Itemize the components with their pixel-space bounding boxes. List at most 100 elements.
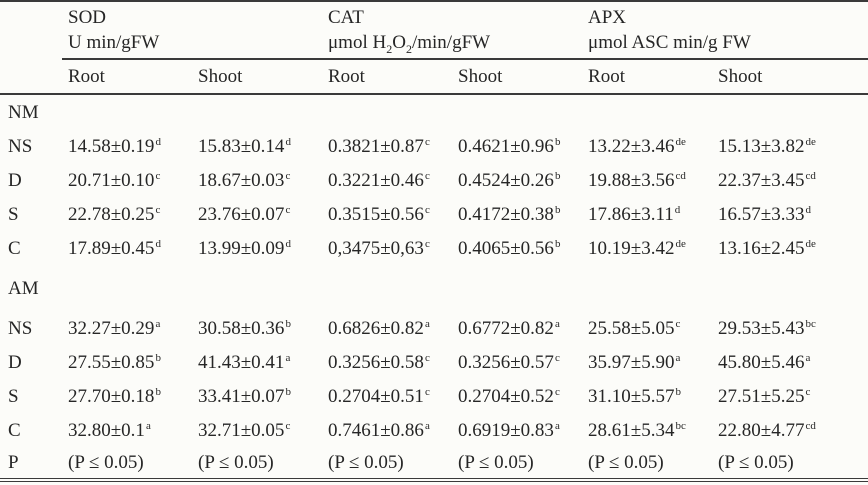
data-cell: 22.78±0.25c xyxy=(62,198,192,232)
section-row-am: AM xyxy=(0,266,868,312)
data-cell: 32.71±0.05c xyxy=(192,414,322,448)
data-cell: 0.3515±0.56c xyxy=(322,198,452,232)
cell-value: 13.16±2.45 xyxy=(718,238,805,259)
cell-value: 31.10±5.57 xyxy=(588,386,675,407)
group-name: SOD xyxy=(68,7,107,29)
significance-letter: c xyxy=(155,169,161,182)
row-label: D xyxy=(8,170,22,191)
data-cell: (P ≤ 0.05) xyxy=(192,448,322,478)
cell-value: 0,3475±0,63 xyxy=(328,238,424,259)
significance-letter: c xyxy=(424,385,430,398)
significance-letter: c xyxy=(805,385,811,398)
data-cell: 0.4621±0.96b xyxy=(452,130,582,164)
data-cell: 0,3475±0,63c xyxy=(322,232,452,266)
significance-letter: a xyxy=(285,351,291,364)
significance-letter: d xyxy=(285,135,291,148)
cell-value: 33.41±0.07 xyxy=(198,386,285,407)
row-label: NS xyxy=(8,318,33,339)
significance-letter: a xyxy=(675,351,681,364)
cell-value: 15.83±0.14 xyxy=(198,136,285,157)
cell-value: 19.88±3.56 xyxy=(588,170,675,191)
significance-letter: b xyxy=(554,135,561,148)
significance-letter: c xyxy=(424,169,430,182)
data-cell xyxy=(712,266,868,312)
significance-letter: b xyxy=(675,385,681,398)
data-cell: 41.43±0.41a xyxy=(192,346,322,380)
data-cell: 0.4524±0.26b xyxy=(452,164,582,198)
significance-letter: bc xyxy=(805,317,816,330)
table-row: NS 32.27±0.29a 30.58±0.36b 0.6826±0.82a 0.67… xyxy=(0,312,868,346)
cell-value: 17.86±3.11 xyxy=(588,204,674,225)
data-cell xyxy=(322,266,452,312)
cell-value: 0.3821±0.87 xyxy=(328,136,424,157)
significance-letter: cd xyxy=(805,169,816,182)
significance-letter: bc xyxy=(675,419,686,432)
cell-value: 0.4524±0.26 xyxy=(458,170,554,191)
table-body: NM NS 14.58±0.19d 15.83±0.14d 0.3821±0.87c 0.… xyxy=(0,94,868,478)
significance-letter: c xyxy=(285,203,291,216)
significance-letter: c xyxy=(285,169,291,182)
data-cell xyxy=(322,94,452,130)
significance-letter: c xyxy=(424,203,430,216)
cell-value: 30.58±0.36 xyxy=(198,318,285,339)
data-cell: (P ≤ 0.05) xyxy=(62,448,192,478)
data-cell: 15.13±3.82de xyxy=(712,130,868,164)
data-cell: 33.41±0.07b xyxy=(192,380,322,414)
cell-value: 32.27±0.29 xyxy=(68,318,155,339)
significance-letter: b xyxy=(554,237,561,250)
corner-cell-2 xyxy=(0,59,62,95)
group-header-apx: APX μmol ASC min/g FW xyxy=(582,1,868,60)
data-cell: 0.6772±0.82a xyxy=(452,312,582,346)
group-header-row: SOD U min/gFW CAT μmol H2O2/min/gFW APX μmol … xyxy=(0,1,868,60)
row-label: S xyxy=(8,204,19,225)
subheader-row: Root Shoot Root Shoot Root Shoot xyxy=(0,59,868,95)
significance-letter: de xyxy=(805,237,816,250)
significance-letter: c xyxy=(424,237,430,250)
significance-letter: de xyxy=(675,135,686,148)
cell-value: 41.43±0.41 xyxy=(198,352,285,373)
cell-value: 20.71±0.10 xyxy=(68,170,155,191)
cell-value: 22.37±3.45 xyxy=(718,170,805,191)
data-cell: 18.67±0.03c xyxy=(192,164,322,198)
data-cell: 32.80±0.1a xyxy=(62,414,192,448)
data-cell: 0.7461±0.86a xyxy=(322,414,452,448)
data-cell xyxy=(62,266,192,312)
significance-letter: b xyxy=(155,385,161,398)
subheader-shoot: Shoot xyxy=(452,59,583,95)
cell-value: 0.3221±0.46 xyxy=(328,170,424,191)
data-cell: 0.6826±0.82a xyxy=(322,312,452,346)
data-cell: 29.53±5.43bc xyxy=(712,312,868,346)
cell-value: 0.6826±0.82 xyxy=(328,318,424,339)
row-label: D xyxy=(8,352,22,373)
table-row: C 17.89±0.45d 13.99±0.09d 0,3475±0,63c 0.406… xyxy=(0,232,868,266)
data-cell: 0.3256±0.57c xyxy=(452,346,582,380)
cell-value: 27.51±5.25 xyxy=(718,386,805,407)
data-cell: 28.61±5.34bc xyxy=(582,414,712,448)
significance-letter: a xyxy=(155,317,161,330)
significance-letter: a xyxy=(424,419,430,432)
cell-value: 17.89±0.45 xyxy=(68,238,155,259)
data-cell: 22.37±3.45cd xyxy=(712,164,868,198)
data-cell: 23.76±0.07c xyxy=(192,198,322,232)
data-cell: 13.22±3.46de xyxy=(582,130,712,164)
data-cell xyxy=(192,94,322,130)
subheader-shoot: Shoot xyxy=(192,59,322,95)
data-cell xyxy=(582,94,712,130)
data-cell: 35.97±5.90a xyxy=(582,346,712,380)
row-label: NS xyxy=(8,136,33,157)
data-cell: 27.55±0.85b xyxy=(62,346,192,380)
data-cell: 45.80±5.46a xyxy=(712,346,868,380)
data-cell: 0.4065±0.56b xyxy=(452,232,582,266)
data-cell: 16.57±3.33d xyxy=(712,198,868,232)
data-cell: 25.58±5.05c xyxy=(582,312,712,346)
significance-letter: b xyxy=(554,203,561,216)
cell-value: 23.76±0.07 xyxy=(198,204,285,225)
cell-value: 15.13±3.82 xyxy=(718,136,805,157)
significance-letter: a xyxy=(424,317,430,330)
row-label: P xyxy=(8,452,19,473)
cell-value: 0.4065±0.56 xyxy=(458,238,554,259)
data-cell: 30.58±0.36b xyxy=(192,312,322,346)
data-cell xyxy=(452,94,582,130)
